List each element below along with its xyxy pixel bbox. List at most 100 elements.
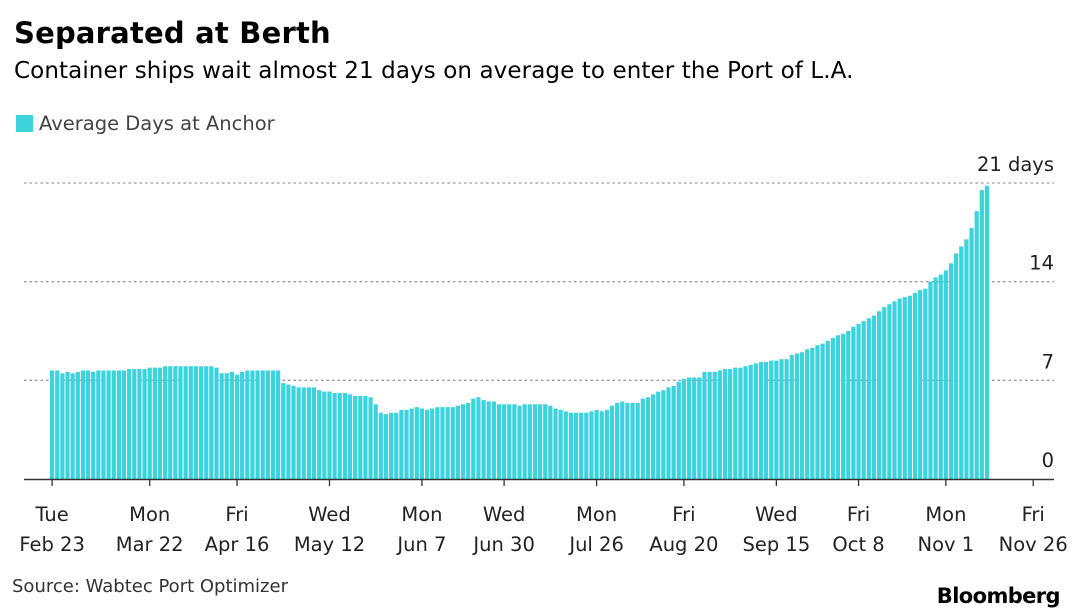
bar [101,370,106,479]
bar [168,366,173,479]
bar [358,395,363,479]
bar [491,401,496,479]
bar [656,391,661,479]
bar [106,370,111,479]
bar [579,412,584,479]
bar [517,405,522,479]
bar [250,370,255,479]
bar [548,405,553,479]
bar [342,393,347,479]
bar [198,366,204,479]
x-tick-label-weekday: Mon [925,503,966,526]
bar [830,338,835,479]
bar [846,331,851,479]
bar [661,390,666,479]
bar [763,362,769,479]
bar [522,404,527,479]
bar [368,397,373,479]
bar [738,367,743,479]
bar [810,347,815,479]
bar [55,370,60,479]
bar [918,290,923,479]
bar [702,371,707,479]
bar [229,371,234,479]
x-tick-label-date: Nov 1 [918,533,975,556]
bar [147,367,152,479]
bar [265,370,270,479]
bar [969,228,974,479]
y-tick-label: 21 days [977,153,1054,176]
bar [286,384,291,479]
bar [933,277,938,479]
bar [650,394,656,479]
bar [938,274,943,479]
bar [471,398,476,479]
bar [799,352,805,479]
bar [887,304,892,479]
bar [573,412,579,479]
x-tick-label-weekday: Wed [755,503,798,526]
x-tick-label-date: May 12 [294,533,365,556]
bar [178,366,183,479]
source-note: Source: Wabtec Port Optimizer [12,576,288,597]
bar [224,373,229,479]
bar [681,378,687,479]
bar [209,366,214,479]
bar [558,409,563,479]
bar [604,409,609,479]
bar [712,371,717,479]
bar [50,370,55,479]
bar [96,370,101,479]
bar [625,402,630,479]
bar [676,381,681,479]
bar [75,371,80,479]
bar [789,354,794,479]
bar [152,367,157,479]
bar [609,405,615,479]
bar [979,190,984,480]
bar [60,373,65,479]
bar [553,408,558,479]
bar [306,387,312,479]
x-tick-label-weekday: Wed [308,503,351,526]
x-tick-label-weekday: Wed [483,503,526,526]
bar [80,370,86,479]
bar [784,359,789,479]
bar [440,407,445,479]
bar [502,404,507,479]
bar [686,377,692,479]
y-tick-label: 7 [1042,350,1054,373]
bar [717,370,722,479]
bar [65,371,70,479]
bar [132,369,137,479]
bar [311,387,317,479]
bar [481,400,486,479]
bar [445,407,450,479]
bar [512,404,517,479]
chart-title: Separated at Berth [14,16,331,50]
bar [722,369,728,479]
bar [70,373,75,479]
bar [964,239,969,479]
x-tick-label-weekday: Fri [225,503,248,526]
bar [353,395,358,479]
bar [563,411,568,479]
bar [322,391,327,479]
bar [537,404,543,479]
y-tick-label: 0 [1042,449,1054,472]
bar [507,404,512,479]
bar [111,370,116,479]
bar [219,373,224,479]
bar [794,353,800,479]
legend: Average Days at Anchor [16,112,275,135]
x-tick-label-weekday: Fri [672,503,695,526]
bar [897,298,902,479]
bar [835,335,841,479]
x-tick-label-weekday: Fri [847,503,870,526]
bar [584,412,589,479]
bar [620,401,625,479]
bar [450,407,455,479]
bar [943,270,948,479]
bar [769,360,774,479]
